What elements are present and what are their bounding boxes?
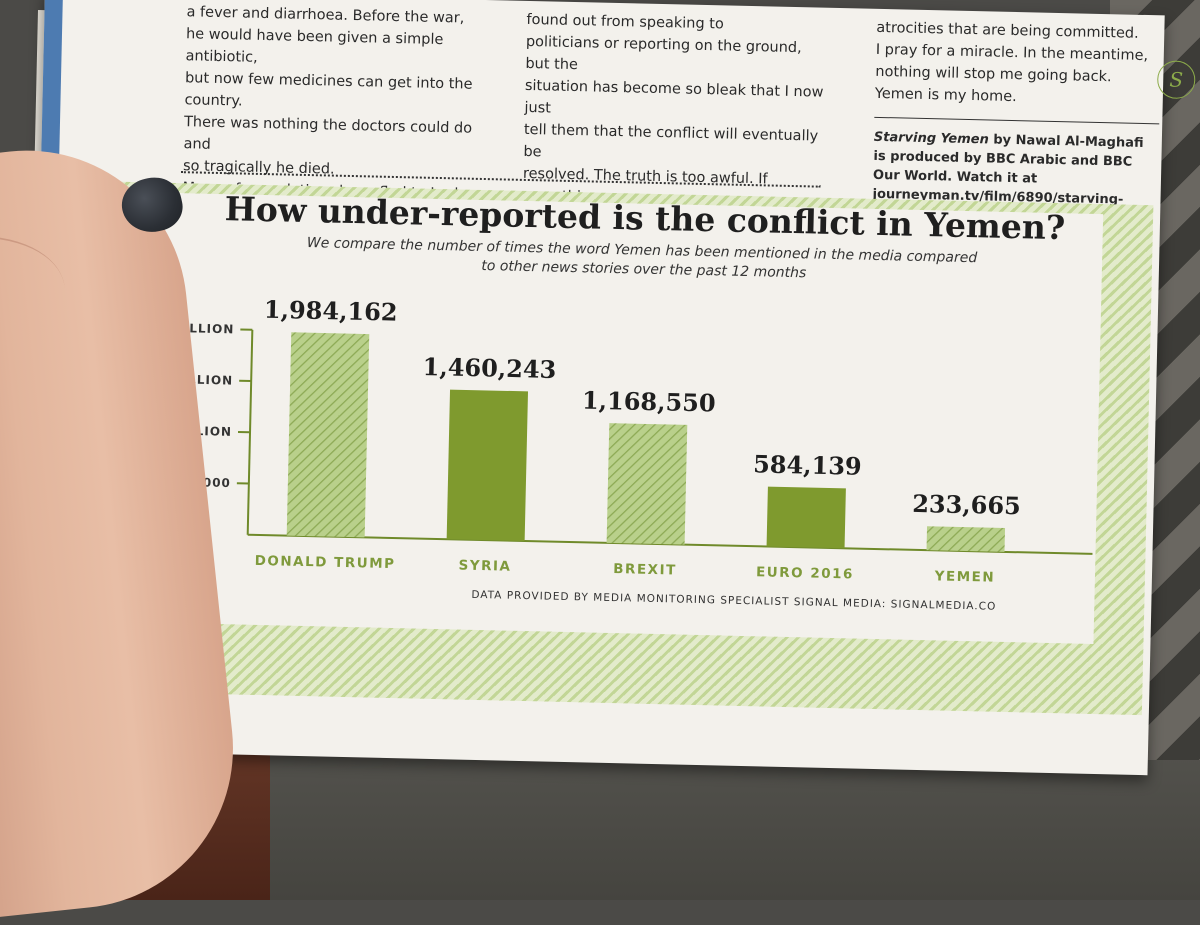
chart-subtitle-line-2: to other news stories over the past 12 m… [481,258,806,281]
bar-value-label: 1,168,550 [582,386,716,418]
bar [927,526,1006,552]
bar-category-label: DONALD TRUMP [254,553,395,572]
bar-value-label: 1,984,162 [264,295,398,327]
thumb-crease [0,227,71,368]
bar-value-label: 584,139 [753,449,862,480]
bar-category-label: BREXIT [613,561,677,578]
photo-scene: a fever and diarrhoea. Before the war, h… [0,0,1200,900]
bar-category-label: EURO 2016 [756,564,854,582]
bar [767,487,846,549]
bar-value-label: 1,460,243 [422,352,556,384]
bar [447,390,528,541]
chart-source: DATA PROVIDED BY MEDIA MONITORING SPECIA… [471,589,996,613]
bar-category-label: YEMEN [934,568,996,585]
bar-category-label: SYRIA [458,558,511,575]
bar-value-label: 233,665 [912,489,1021,520]
bar [287,332,370,537]
bar [607,423,688,545]
